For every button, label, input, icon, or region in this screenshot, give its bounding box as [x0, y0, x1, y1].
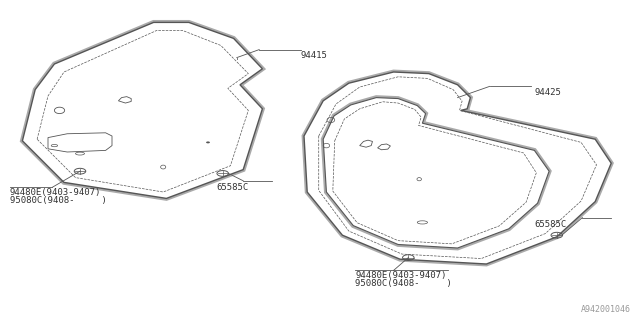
Text: 94425: 94425: [534, 88, 561, 97]
Text: 65585C: 65585C: [216, 183, 248, 192]
Polygon shape: [323, 98, 549, 248]
Text: 95080C(9408-     ): 95080C(9408- ): [10, 196, 106, 205]
Text: A942001046: A942001046: [580, 305, 630, 314]
Polygon shape: [304, 72, 611, 264]
Text: 65585C: 65585C: [534, 220, 566, 229]
Polygon shape: [22, 22, 262, 198]
Text: 95080C(9408-     ): 95080C(9408- ): [355, 279, 452, 288]
Text: 94480E(9403-9407): 94480E(9403-9407): [10, 188, 101, 197]
Circle shape: [206, 141, 210, 143]
Text: 94415: 94415: [301, 51, 328, 60]
Text: 94480E(9403-9407): 94480E(9403-9407): [355, 271, 447, 280]
